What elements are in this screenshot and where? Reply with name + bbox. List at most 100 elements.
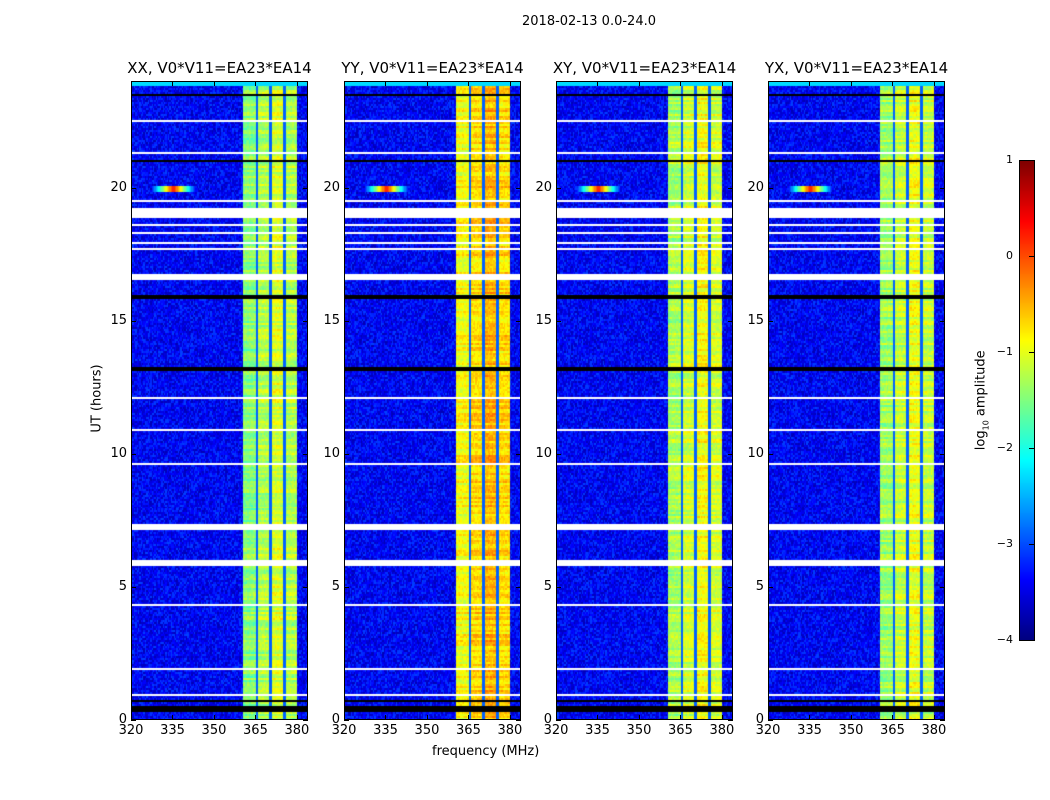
panel-title: XY, V0*V11=EA23*EA14 bbox=[552, 59, 737, 77]
colorbar bbox=[1019, 160, 1035, 641]
x-tick-label: 380 bbox=[497, 723, 523, 738]
x-tick-mark-top bbox=[385, 81, 387, 86]
heatmap-panel-3 bbox=[556, 81, 733, 720]
colorbar-label: log10 amplitude bbox=[974, 320, 991, 480]
x-tick-mark-top bbox=[680, 81, 682, 86]
colorbar-tick-mark bbox=[1029, 640, 1034, 641]
y-tick-mark bbox=[556, 187, 561, 189]
y-tick-mark bbox=[131, 320, 136, 322]
x-tick-mark-top bbox=[213, 81, 215, 86]
colorbar-tick-mark bbox=[1029, 448, 1034, 449]
heatmap-image bbox=[132, 82, 307, 719]
x-tick-mark bbox=[255, 715, 257, 720]
heatmap-panel-1 bbox=[131, 81, 308, 720]
x-tick-mark-top bbox=[344, 81, 345, 86]
panel-title: YX, V0*V11=EA23*EA14 bbox=[764, 59, 949, 77]
y-tick-label: 5 bbox=[118, 578, 127, 594]
x-tick-mark bbox=[850, 715, 852, 720]
x-tick-mark-top bbox=[556, 81, 557, 86]
colorbar-label-rest: amplitude bbox=[973, 350, 989, 421]
colorbar-tick-label: −1 bbox=[996, 345, 1013, 358]
y-tick-mark bbox=[768, 586, 773, 588]
x-tick-mark-top bbox=[638, 81, 640, 86]
colorbar-tick-mark bbox=[1029, 352, 1034, 353]
y-tick-mark bbox=[556, 453, 561, 455]
x-tick-mark bbox=[131, 715, 132, 720]
x-tick-mark-top bbox=[597, 81, 599, 86]
x-tick-label: 365 bbox=[456, 723, 481, 738]
x-tick-mark bbox=[892, 715, 894, 720]
y-tick-mark-right bbox=[303, 720, 308, 721]
y-tick-mark bbox=[131, 453, 136, 455]
colorbar-tick-mark bbox=[1029, 160, 1034, 161]
y-tick-mark-right bbox=[940, 320, 945, 322]
y-tick-mark-right bbox=[728, 187, 733, 189]
x-tick-mark bbox=[468, 715, 470, 720]
y-tick-label: 0 bbox=[543, 712, 552, 727]
x-tick-mark bbox=[296, 715, 298, 720]
x-tick-label: 335 bbox=[585, 723, 610, 738]
y-tick-mark-right bbox=[940, 720, 945, 721]
colorbar-tick-label: −3 bbox=[996, 537, 1013, 550]
x-tick-label: 320 bbox=[755, 723, 781, 738]
x-tick-mark bbox=[426, 715, 428, 720]
x-tick-label: 320 bbox=[118, 723, 144, 738]
x-tick-mark-top bbox=[892, 81, 894, 86]
x-tick-mark-top bbox=[768, 81, 769, 86]
x-tick-mark bbox=[509, 715, 511, 720]
colorbar-gradient bbox=[1020, 161, 1034, 640]
y-tick-mark-right bbox=[728, 453, 733, 455]
x-tick-mark-top bbox=[468, 81, 470, 86]
x-tick-label: 365 bbox=[668, 723, 693, 738]
y-tick-label: 10 bbox=[323, 445, 340, 461]
y-tick-mark-right bbox=[728, 720, 733, 721]
y-tick-mark bbox=[131, 187, 136, 189]
heatmap-image bbox=[769, 82, 944, 719]
y-tick-mark-right bbox=[728, 320, 733, 322]
y-tick-mark bbox=[344, 586, 349, 588]
x-tick-mark-top bbox=[131, 81, 132, 86]
y-tick-mark bbox=[344, 720, 349, 721]
y-tick-mark-right bbox=[940, 586, 945, 588]
x-tick-mark-top bbox=[172, 81, 174, 86]
colorbar-tick-label: −4 bbox=[996, 633, 1013, 646]
x-tick-mark-top bbox=[933, 81, 935, 86]
x-tick-label: 335 bbox=[373, 723, 398, 738]
colorbar-label-sub: 10 bbox=[981, 420, 991, 431]
y-tick-label: 0 bbox=[118, 712, 127, 727]
y-tick-label: 15 bbox=[323, 312, 340, 328]
x-tick-mark bbox=[809, 715, 811, 720]
x-tick-mark-top bbox=[296, 81, 298, 86]
x-tick-label: 380 bbox=[284, 723, 310, 738]
colorbar-tick-mark bbox=[1029, 544, 1034, 545]
x-tick-label: 350 bbox=[626, 723, 652, 738]
y-tick-label: 20 bbox=[747, 179, 764, 195]
y-tick-label: 15 bbox=[110, 312, 127, 328]
y-tick-label: 10 bbox=[110, 445, 127, 461]
y-tick-label: 20 bbox=[110, 179, 127, 195]
x-tick-label: 365 bbox=[243, 723, 268, 738]
y-tick-mark-right bbox=[516, 187, 521, 189]
panel-title: YY, V0*V11=EA23*EA14 bbox=[341, 59, 524, 77]
y-tick-label: 15 bbox=[747, 312, 764, 328]
x-tick-label: 350 bbox=[201, 723, 227, 738]
x-tick-mark bbox=[638, 715, 640, 720]
x-tick-mark-top bbox=[509, 81, 511, 86]
y-tick-mark bbox=[556, 586, 561, 588]
y-tick-label: 20 bbox=[323, 179, 340, 195]
heatmap-image bbox=[345, 82, 520, 719]
y-tick-mark bbox=[768, 720, 773, 721]
x-tick-mark-top bbox=[809, 81, 811, 86]
y-tick-mark-right bbox=[303, 187, 308, 189]
y-tick-mark bbox=[556, 320, 561, 322]
y-tick-mark-right bbox=[516, 720, 521, 721]
y-tick-mark bbox=[768, 320, 773, 322]
x-tick-mark bbox=[213, 715, 215, 720]
x-tick-mark bbox=[597, 715, 599, 720]
colorbar-tick-label: 0 bbox=[1006, 249, 1013, 262]
colorbar-tick-mark bbox=[1029, 256, 1034, 257]
y-tick-mark bbox=[131, 586, 136, 588]
y-axis-label: UT (hours) bbox=[89, 364, 105, 433]
y-tick-label: 10 bbox=[535, 445, 552, 461]
heatmap-panel-4 bbox=[768, 81, 945, 720]
